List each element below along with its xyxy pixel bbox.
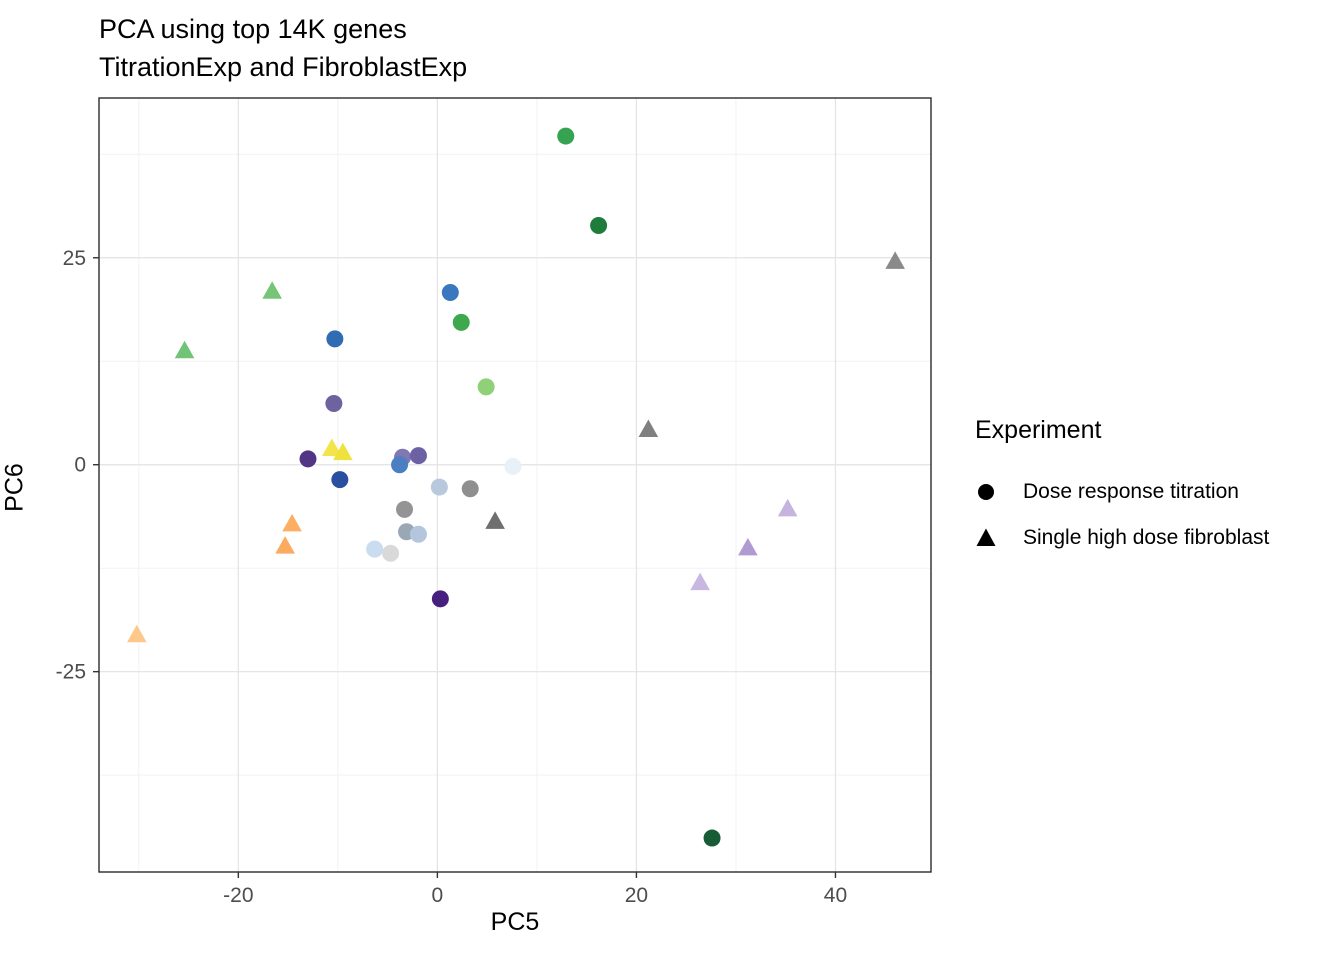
- x-tick-label: 0: [432, 884, 444, 907]
- data-point-circle: [590, 216, 608, 234]
- x-tick-label: -20: [223, 884, 253, 907]
- y-tick-label: 0: [74, 454, 86, 477]
- data-point-circle: [325, 394, 343, 412]
- legend-entry-circle: Dose response titration: [975, 469, 1269, 515]
- data-point-circle: [409, 525, 427, 543]
- data-point-triangle: [690, 572, 710, 591]
- data-point-circle: [431, 590, 449, 608]
- data-point-triangle: [638, 419, 659, 437]
- data-point-circle: [396, 500, 414, 518]
- x-axis-label: PC5: [490, 908, 540, 936]
- data-point-triangle: [777, 498, 798, 517]
- data-point-triangle: [174, 340, 195, 359]
- data-point-circle: [326, 330, 344, 348]
- x-tick-label: 20: [625, 884, 648, 907]
- panel-border: [98, 97, 932, 873]
- data-point-triangle: [127, 624, 147, 643]
- chart-subtitle: TitrationExp and FibroblastExp: [99, 52, 468, 82]
- data-point-triangle: [738, 537, 758, 556]
- data-point-circle: [391, 456, 409, 474]
- circle-marker-icon: [975, 481, 997, 503]
- data-point-circle: [504, 457, 522, 475]
- y-axis-label: PC6: [0, 463, 29, 512]
- plot-panel: [99, 98, 931, 872]
- legend: Experiment Dose response titration Singl…: [975, 416, 1269, 561]
- legend-title: Experiment: [975, 416, 1102, 444]
- x-tick-label: 40: [824, 884, 847, 907]
- data-point-circle: [461, 480, 479, 498]
- data-point-circle: [477, 378, 495, 396]
- legend-entry-triangle: Single high dose fibroblast: [975, 515, 1269, 561]
- data-point-circle: [703, 829, 721, 847]
- data-point-triangle: [275, 536, 295, 554]
- triangle-marker-icon: [975, 527, 997, 549]
- y-tick-label: 25: [63, 247, 86, 270]
- data-point-triangle: [333, 442, 353, 461]
- legend-entry-label: Single high dose fibroblast: [1023, 526, 1270, 549]
- chart-title: PCA using top 14K genes: [99, 14, 407, 44]
- data-point-circle: [452, 313, 470, 331]
- data-point-triangle: [885, 251, 905, 269]
- data-point-circle: [430, 478, 448, 496]
- data-point-circle: [366, 540, 384, 558]
- legend-entry-label: Dose response titration: [1023, 480, 1239, 503]
- data-point-triangle: [485, 511, 505, 529]
- data-point-circle: [441, 284, 459, 302]
- data-point-triangle: [282, 513, 302, 532]
- data-point-circle: [409, 447, 427, 465]
- data-point-circle: [382, 544, 400, 562]
- data-point-triangle: [322, 438, 342, 456]
- data-point-circle: [557, 127, 575, 145]
- data-point-circle: [331, 471, 349, 489]
- data-point-circle: [299, 450, 317, 468]
- y-tick-label: -25: [56, 661, 86, 684]
- chart-title-block: PCA using top 14K genes TitrationExp and…: [99, 10, 467, 86]
- data-point-triangle: [262, 281, 282, 299]
